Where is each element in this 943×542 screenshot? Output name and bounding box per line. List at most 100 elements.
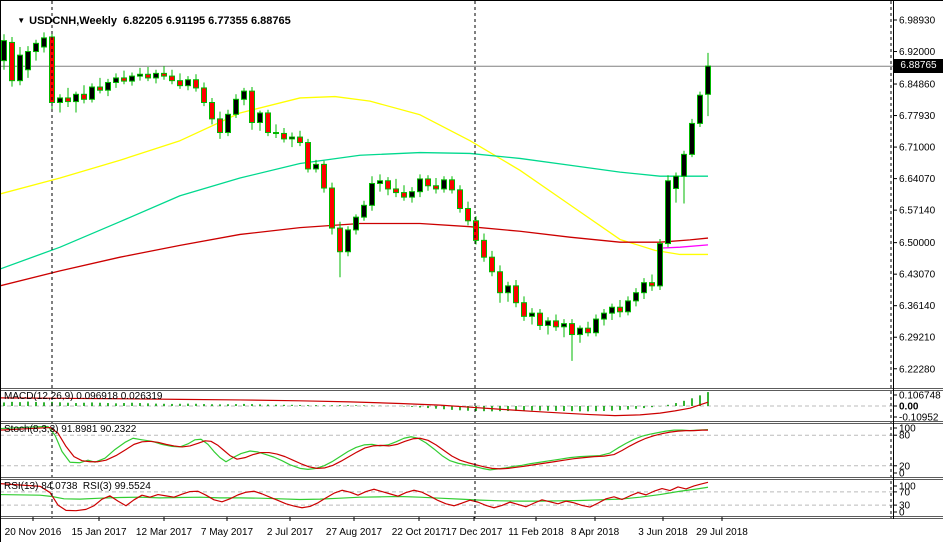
price-tick-label: 6.64070 <box>899 174 936 185</box>
candle-body <box>377 180 383 184</box>
candle-body <box>513 285 519 304</box>
candle-body <box>409 191 415 198</box>
sma-red-line <box>0 222 709 287</box>
candle-body <box>473 220 479 241</box>
candle-body <box>393 188 399 194</box>
candle-body <box>673 175 679 189</box>
chart-title: ▼ USDCNH,Weekly 6.82205 6.91195 6.77355 6… <box>5 3 291 39</box>
candle-body <box>121 77 127 82</box>
candle-body <box>529 312 535 317</box>
price-tick-label: 6.98930 <box>899 16 936 27</box>
candle-body <box>33 42 39 53</box>
candle-body <box>425 178 431 187</box>
candle-body <box>441 179 447 190</box>
candle-body <box>545 320 551 326</box>
candle-body <box>129 75 135 82</box>
candle-body <box>465 208 471 222</box>
candle-body <box>41 37 47 48</box>
candle-body <box>417 178 423 193</box>
price-tick-label: 6.57140 <box>899 206 936 217</box>
candle-body <box>401 192 407 198</box>
candle-body <box>321 163 327 189</box>
rsi-scale-label: 100 <box>899 482 916 493</box>
candle-body <box>137 73 143 77</box>
candle-body <box>649 282 655 287</box>
rsi-indicator-label: RSI(13) 84.0738 RSI(3) 99.5524 <box>4 481 151 492</box>
current-price-badge: 6.88765 <box>894 59 943 73</box>
candle-body <box>185 79 191 87</box>
candle-body <box>385 180 391 190</box>
candle-body <box>537 312 543 326</box>
symbol-period-label: USDCNH,Weekly <box>29 15 117 27</box>
date-label: 20 Nov 2016 <box>5 527 62 538</box>
date-label: 29 Jul 2018 <box>696 527 748 538</box>
candle-body <box>329 187 335 229</box>
stoch-indicator-label: Stoch(8,3,3) 91.8981 90.2322 <box>4 424 137 435</box>
candle-body <box>97 86 103 91</box>
price-tick-label: 6.50000 <box>899 238 936 249</box>
macd-scale-label: 0.106748 <box>899 391 941 402</box>
date-label: 17 Dec 2017 <box>446 527 503 538</box>
candle-body <box>1 40 7 62</box>
sma-yellow-line <box>0 95 708 256</box>
candle-body <box>625 300 631 313</box>
candle-body <box>553 320 559 328</box>
candle-body <box>697 94 703 124</box>
date-label: 27 Aug 2017 <box>326 527 383 538</box>
price-tick-label: 6.77930 <box>899 111 936 122</box>
candle-body <box>505 285 511 294</box>
rsi13-line <box>0 486 709 502</box>
candle-body <box>225 113 231 134</box>
candle-body <box>641 282 647 294</box>
candle-body <box>681 153 687 177</box>
date-label: 11 Feb 2018 <box>508 527 564 538</box>
macd-scale-label: 0.00 <box>899 402 919 413</box>
candle-body <box>241 90 247 100</box>
candle-body <box>353 216 359 231</box>
candle-body <box>369 182 375 206</box>
rsi3-line <box>0 481 709 512</box>
candle-body <box>705 65 711 95</box>
chart-collapse-icon[interactable]: ▼ <box>17 16 26 25</box>
candle-body <box>9 41 15 82</box>
candle-body <box>313 163 319 170</box>
candle-body <box>345 229 351 253</box>
date-label: 8 Apr 2018 <box>571 527 620 538</box>
candle-body <box>521 302 527 317</box>
candle-body <box>489 256 495 273</box>
macd-signal-line <box>0 397 709 417</box>
date-label: 15 Jan 2017 <box>71 527 126 538</box>
rsi-scale-label: 0 <box>899 508 905 519</box>
candle-body <box>153 72 159 79</box>
price-tick-label: 6.84860 <box>899 80 936 91</box>
stoch-scale-label: 80 <box>899 431 911 442</box>
candle-body <box>193 79 199 89</box>
ohlc-values: 6.82205 6.91195 6.77355 6.88765 <box>123 15 291 27</box>
candle-body <box>233 98 239 115</box>
candle-body <box>601 312 607 320</box>
candle-body <box>433 185 439 190</box>
date-label: 2 Jul 2017 <box>267 527 314 538</box>
date-label: 12 Mar 2017 <box>136 527 193 538</box>
candle-body <box>657 243 663 287</box>
candle-body <box>609 306 615 314</box>
candle-body <box>257 112 263 124</box>
date-label: 3 Jun 2018 <box>638 527 688 538</box>
candle-body <box>497 271 503 294</box>
candle-body <box>161 72 167 77</box>
macd-indicator-label: MACD(12,26,9) 0.096918 0.026319 <box>4 391 163 402</box>
candle-body <box>25 51 31 71</box>
candle-body <box>265 112 271 134</box>
price-tick-label: 6.36140 <box>899 301 936 312</box>
candle-body <box>89 86 95 100</box>
price-tick-label: 6.22280 <box>899 364 936 375</box>
candle-body <box>305 142 311 170</box>
candle-body <box>569 323 575 336</box>
price-tick-label: 6.43070 <box>899 270 936 281</box>
candle-body <box>177 80 183 87</box>
candle-body <box>449 179 455 191</box>
candle-body <box>273 132 279 135</box>
price-tick-label: 6.29210 <box>899 333 936 344</box>
